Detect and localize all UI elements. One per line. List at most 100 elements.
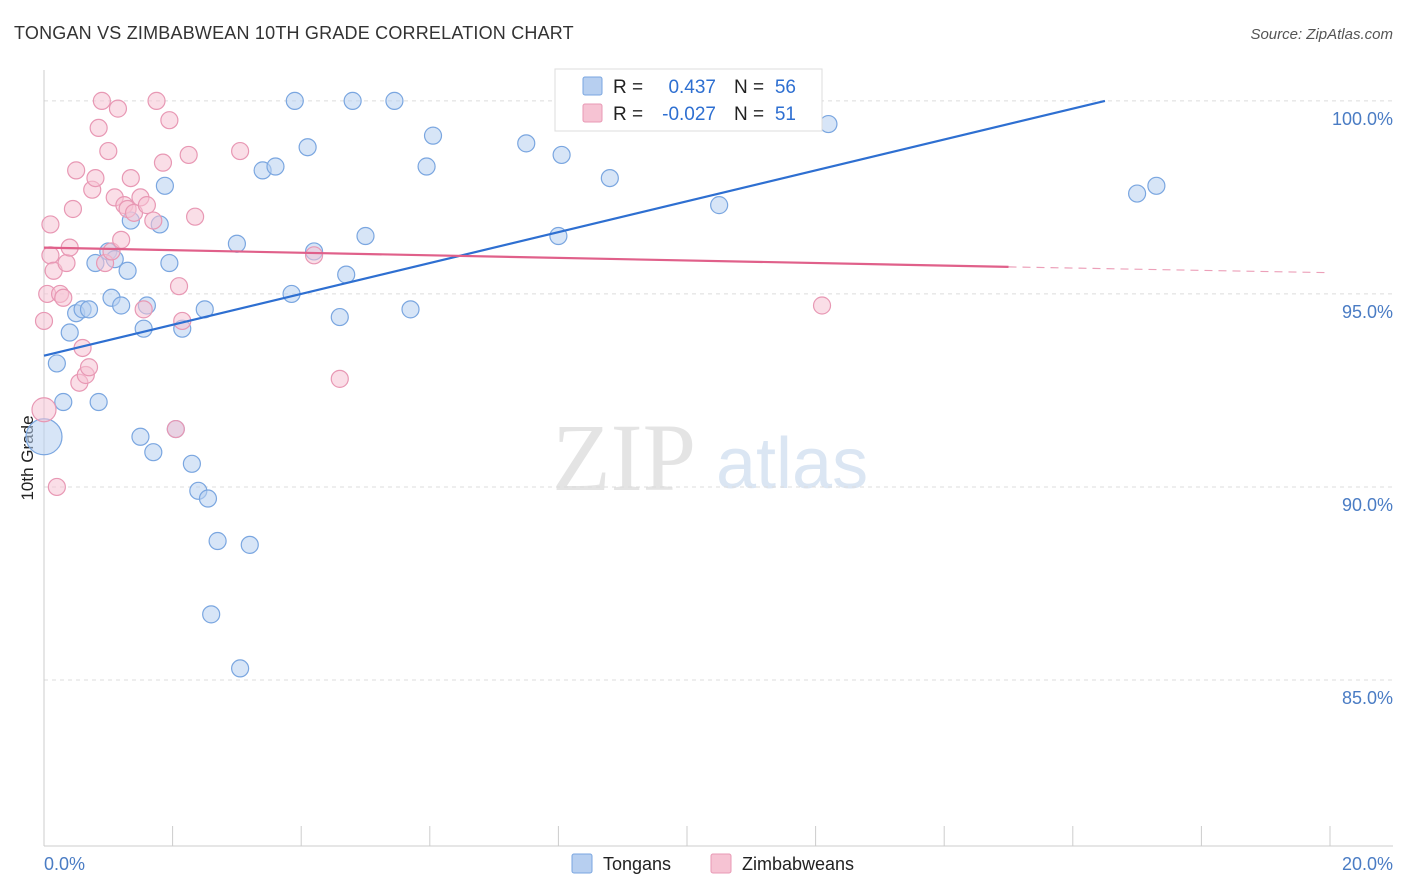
tongans-point-37: [298, 138, 317, 157]
zimbabweans-point-8: [54, 288, 73, 307]
tongans-point-1: [47, 354, 66, 373]
tongans-point-6: [79, 300, 99, 319]
legend-r-value-1: 0.437: [668, 77, 716, 98]
zimbabweans-point-34: [144, 211, 163, 230]
bottom-legend-label-zimbabweans: Zimbabweans: [742, 854, 854, 874]
gridlines: [44, 100, 1393, 681]
tongans-point-39: [330, 307, 349, 327]
zimbabweans-point-12: [67, 161, 86, 180]
zimbabweans-point-29: [121, 168, 140, 188]
tongans-point-49: [552, 145, 571, 165]
zimbabweans-point-38: [166, 419, 185, 439]
chart-title: TONGAN VS ZIMBABWEAN 10TH GRADE CORRELAT…: [14, 23, 574, 43]
tongans-point-36: [285, 91, 304, 110]
tongans-point-21: [160, 253, 179, 273]
trend-lines: [43, 99, 1331, 357]
zimbabweans-point-9: [57, 253, 76, 273]
zimbabweans-point-6: [47, 477, 66, 497]
zimbabweans-point-42: [186, 207, 205, 226]
zimbabweans-point-11: [63, 199, 83, 219]
zimbabweans-point-18: [86, 168, 105, 188]
zimbabweans-point-32: [134, 300, 153, 319]
legend-n-value-1: 56: [775, 77, 796, 98]
y-tick-label-0: 100.0%: [1332, 109, 1393, 129]
zimbabweans-point-20: [92, 91, 111, 110]
zimbabweans-point-26: [112, 230, 131, 249]
tongans-point-54: [1147, 176, 1166, 195]
tongans-point-18: [144, 443, 163, 462]
zimbabweans-point-1: [34, 311, 54, 331]
tongans-point-20: [155, 176, 174, 195]
tongans-point-44: [401, 300, 420, 319]
bottom-legend-label-tongans: Tongans: [603, 854, 671, 874]
legend-r-label-2: R =: [613, 104, 643, 125]
watermark-zip: ZIP: [552, 404, 696, 511]
zimbabweans-point-44: [304, 246, 324, 265]
zimbabweans-trend-extension: [1008, 266, 1331, 274]
zimbabweans-point-4: [41, 215, 60, 234]
tongans-point-41: [343, 91, 362, 110]
legend-r-value-2: -0.027: [662, 104, 716, 125]
zimbabweans-point-19: [89, 118, 108, 138]
y-tick-label-2: 90.0%: [1342, 495, 1393, 515]
tongans-point-3: [60, 323, 79, 342]
zimbabweans-point-22: [99, 141, 118, 161]
zimbabweans-point-46: [812, 296, 832, 315]
tongans-point-13: [118, 261, 137, 280]
legend-swatch-tongans: [582, 76, 603, 96]
tongans-point-0: [25, 418, 63, 456]
zimbabweans-point-25: [108, 99, 128, 118]
axes: [43, 70, 1393, 847]
zimbabweans-point-43: [231, 141, 250, 161]
y-tick-labels: 100.0% 95.0% 90.0% 85.0%: [1332, 109, 1393, 708]
tongans-point-31: [231, 659, 250, 678]
legend-swatch-zimbabweans: [582, 103, 603, 123]
zimbabweans-point-36: [153, 153, 173, 172]
tongans-point-42: [356, 226, 375, 246]
watermark-atlas: atlas: [716, 424, 868, 504]
tongans-point-30: [227, 234, 246, 253]
zimbabweans-point-45: [330, 369, 349, 388]
tongans-point-8: [89, 392, 108, 412]
scatter-points: [25, 91, 1166, 678]
tongans-point-50: [600, 168, 619, 188]
tongans-trend-line: [43, 99, 1106, 357]
tongans-point-27: [198, 489, 218, 508]
tongans-point-24: [182, 454, 201, 473]
tongans-point-43: [385, 91, 404, 110]
legend-n-label-2: N =: [734, 104, 764, 125]
zimbabweans-point-0: [31, 397, 57, 423]
tongans-point-52: [819, 114, 838, 134]
tongans-point-45: [417, 157, 436, 176]
zimbabweans-point-3: [41, 246, 60, 265]
zimbabweans-point-35: [147, 91, 166, 110]
zimbabweans-point-16: [79, 358, 99, 377]
legend-n-value-2: 51: [775, 104, 796, 125]
bottom-legend: Tongans Zimbabweans: [571, 853, 854, 874]
tongans-point-32: [240, 535, 259, 554]
x-tick-label-max: 20.0%: [1342, 854, 1393, 874]
legend-n-label-1: N =: [734, 77, 764, 98]
tongans-point-28: [202, 605, 221, 624]
y-tick-label-3: 85.0%: [1342, 688, 1393, 708]
tongans-point-16: [134, 319, 153, 338]
tongans-point-47: [517, 134, 536, 153]
tongans-point-29: [208, 531, 227, 551]
bottom-legend-swatch-zimbabweans: [710, 853, 732, 874]
zimbabweans-point-33: [137, 196, 156, 215]
chart-source: Source: ZipAtlas.com: [1250, 26, 1393, 43]
y-tick-label-1: 95.0%: [1342, 302, 1393, 322]
tongans-point-15: [131, 427, 150, 446]
zimbabweans-trend-line: [43, 246, 1009, 268]
tongans-point-51: [710, 196, 729, 215]
tongans-point-53: [1127, 184, 1147, 203]
zimbabweans-point-37: [160, 111, 179, 130]
tongans-point-2: [54, 392, 73, 412]
zimbabweans-point-41: [179, 145, 198, 165]
tongans-point-46: [423, 126, 443, 145]
tongans-point-34: [266, 157, 285, 176]
tongans-point-12: [112, 296, 131, 315]
x-tick-marks: [43, 826, 1331, 846]
legend-box: R = 0.437 N = 56 R = -0.027 N = 51: [554, 68, 823, 132]
